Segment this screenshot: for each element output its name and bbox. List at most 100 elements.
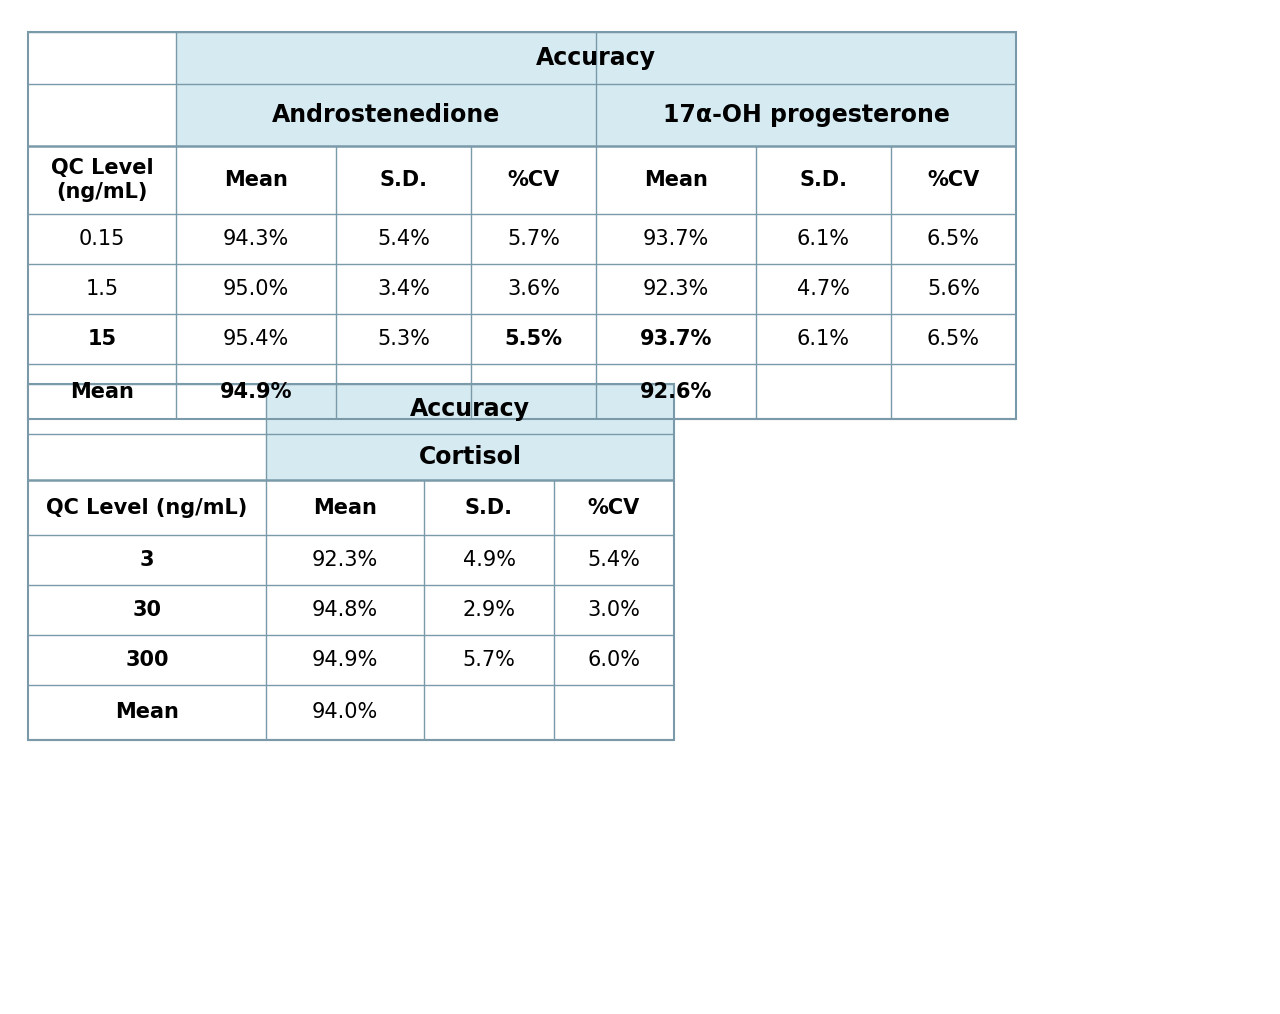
Bar [335, 364, 471, 419]
Text: Mean: Mean [224, 170, 288, 190]
Text: 92.3%: 92.3% [312, 550, 378, 570]
Bar [28, 434, 266, 480]
Text: Accuracy: Accuracy [410, 397, 530, 421]
Bar [28, 535, 266, 585]
Text: 93.7%: 93.7% [640, 329, 712, 349]
Text: 4.7%: 4.7% [797, 279, 850, 299]
Bar [266, 585, 424, 635]
Text: Mean: Mean [644, 170, 708, 190]
Bar [554, 685, 675, 740]
Bar [28, 146, 177, 214]
Bar [424, 480, 554, 535]
Bar [424, 685, 554, 740]
Text: 6.5%: 6.5% [927, 229, 980, 249]
Bar [177, 314, 335, 364]
Text: 94.9%: 94.9% [220, 381, 292, 402]
Text: 0.15: 0.15 [79, 229, 125, 249]
Bar [554, 480, 675, 535]
Bar [335, 146, 471, 214]
Bar [266, 434, 675, 480]
Bar [471, 314, 596, 364]
Bar [28, 214, 177, 264]
Bar [177, 32, 1016, 84]
Bar [28, 635, 266, 685]
Bar [471, 214, 596, 264]
Text: QC Level
(ng/mL): QC Level (ng/mL) [51, 158, 154, 202]
Text: Mean: Mean [314, 498, 376, 517]
Bar [596, 84, 1016, 146]
Bar [28, 32, 177, 84]
Bar [756, 314, 891, 364]
Text: 3.4%: 3.4% [378, 279, 430, 299]
Bar [335, 314, 471, 364]
Bar [266, 535, 424, 585]
Text: 94.3%: 94.3% [223, 229, 289, 249]
Bar [756, 214, 891, 264]
Text: 2.9%: 2.9% [462, 600, 516, 620]
Text: %CV: %CV [588, 498, 640, 517]
Bar [596, 364, 756, 419]
Text: %CV: %CV [507, 170, 559, 190]
Bar [266, 480, 424, 535]
Text: 5.4%: 5.4% [378, 229, 430, 249]
Bar [596, 146, 756, 214]
Text: S.D.: S.D. [800, 170, 847, 190]
Bar [28, 384, 266, 434]
Bar [596, 314, 756, 364]
Bar [28, 685, 266, 740]
Text: 5.6%: 5.6% [927, 279, 980, 299]
Text: 6.0%: 6.0% [588, 650, 640, 670]
Text: S.D.: S.D. [465, 498, 513, 517]
Bar [177, 84, 596, 146]
Text: 5.5%: 5.5% [504, 329, 562, 349]
Text: Androstenedione: Androstenedione [271, 103, 500, 127]
Bar [424, 585, 554, 635]
Text: 30: 30 [133, 600, 161, 620]
Text: 94.8%: 94.8% [312, 600, 378, 620]
Bar [28, 364, 177, 419]
Text: 6.1%: 6.1% [797, 329, 850, 349]
Text: %CV: %CV [928, 170, 979, 190]
Text: 6.5%: 6.5% [927, 329, 980, 349]
Text: 3.0%: 3.0% [588, 600, 640, 620]
Text: 5.3%: 5.3% [378, 329, 430, 349]
Bar [471, 264, 596, 314]
Text: 6.1%: 6.1% [797, 229, 850, 249]
Bar [28, 480, 266, 535]
Bar [596, 214, 756, 264]
Text: 5.7%: 5.7% [507, 229, 559, 249]
Text: 92.3%: 92.3% [643, 279, 709, 299]
Text: Accuracy: Accuracy [536, 46, 657, 70]
Bar [28, 585, 266, 635]
Text: 92.6%: 92.6% [640, 381, 712, 402]
Bar [756, 146, 891, 214]
Text: 93.7%: 93.7% [643, 229, 709, 249]
Bar [335, 214, 471, 264]
Bar [424, 535, 554, 585]
Bar [554, 535, 675, 585]
Text: 5.7%: 5.7% [462, 650, 516, 670]
Bar [891, 264, 1016, 314]
Text: 94.0%: 94.0% [312, 703, 378, 723]
Text: S.D.: S.D. [379, 170, 428, 190]
Bar [471, 146, 596, 214]
Bar [177, 264, 335, 314]
Bar [891, 214, 1016, 264]
Text: 17α-OH progesterone: 17α-OH progesterone [663, 103, 950, 127]
Bar [28, 314, 177, 364]
Bar [28, 264, 177, 314]
Bar [756, 264, 891, 314]
Bar [266, 635, 424, 685]
Bar [335, 264, 471, 314]
Bar [554, 635, 675, 685]
Bar [177, 214, 335, 264]
Bar [756, 364, 891, 419]
Text: Cortisol: Cortisol [419, 445, 521, 469]
Text: 95.0%: 95.0% [223, 279, 289, 299]
Text: 95.4%: 95.4% [223, 329, 289, 349]
Text: 300: 300 [125, 650, 169, 670]
Bar [28, 84, 177, 146]
Bar [554, 585, 675, 635]
Bar [471, 364, 596, 419]
Bar [28, 32, 1016, 419]
